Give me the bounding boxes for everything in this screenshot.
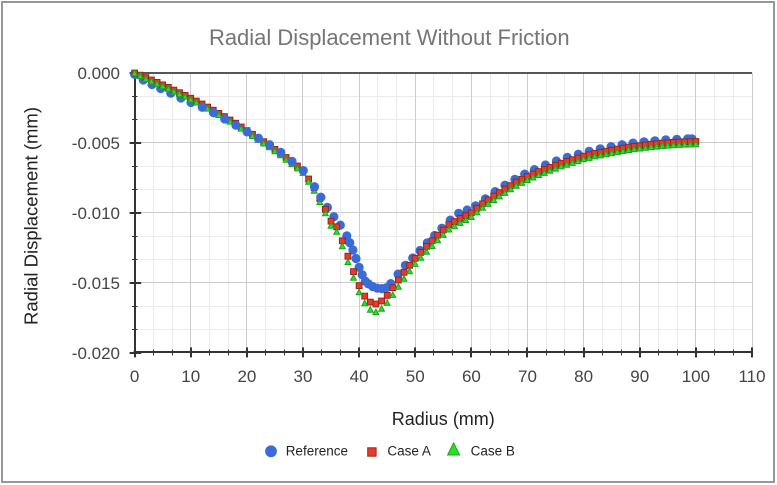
svg-text:Case B: Case B [471, 443, 515, 458]
svg-text:110: 110 [738, 367, 765, 386]
svg-text:0.000: 0.000 [77, 64, 120, 83]
svg-text:0: 0 [130, 367, 139, 386]
svg-text:20: 20 [237, 367, 256, 386]
svg-text:-0.015: -0.015 [72, 274, 120, 293]
svg-text:60: 60 [462, 367, 481, 386]
svg-text:40: 40 [350, 367, 369, 386]
svg-text:Case A: Case A [387, 443, 431, 458]
svg-text:80: 80 [574, 367, 593, 386]
svg-text:90: 90 [630, 367, 649, 386]
svg-text:-0.020: -0.020 [72, 344, 120, 363]
svg-text:70: 70 [518, 367, 537, 386]
svg-text:-0.005: -0.005 [72, 134, 120, 153]
svg-text:10: 10 [181, 367, 200, 386]
svg-text:Radius (mm): Radius (mm) [392, 409, 495, 429]
svg-text:50: 50 [406, 367, 425, 386]
svg-text:Radial Displacement Without Fr: Radial Displacement Without Friction [209, 25, 570, 50]
svg-text:100: 100 [682, 367, 710, 386]
svg-text:Radial Displacement (mm): Radial Displacement (mm) [21, 107, 42, 325]
svg-text:30: 30 [294, 367, 313, 386]
svg-text:Reference: Reference [286, 443, 348, 458]
svg-text:-0.010: -0.010 [72, 204, 120, 223]
